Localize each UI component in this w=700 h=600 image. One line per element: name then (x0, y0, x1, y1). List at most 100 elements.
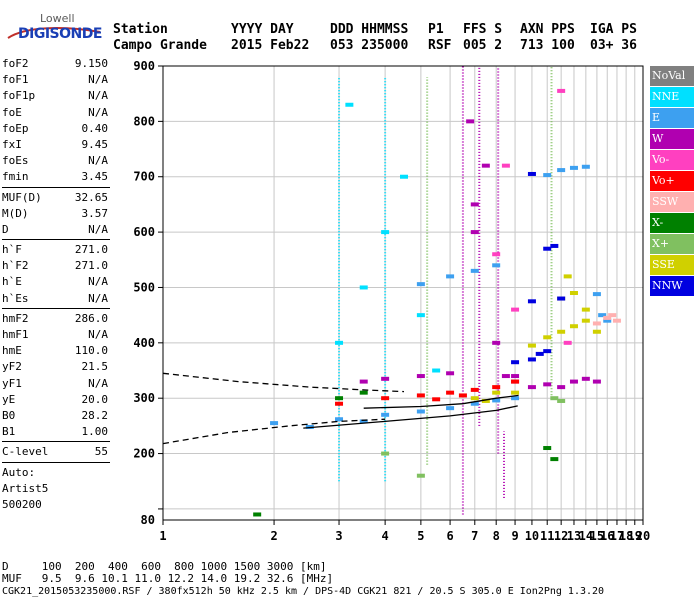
header-date-value: 2015 Feb22 (231, 38, 310, 53)
param-value: N/A (88, 154, 108, 168)
header-iga-value: 03+ 36 (590, 38, 637, 53)
param-value: 3.57 (81, 206, 109, 220)
header-station-value: Campo Grande (113, 38, 207, 53)
legend-item-vo-: Vo+ (650, 171, 694, 191)
param-name: yF1 (2, 376, 22, 390)
header-axn-label: AXN PPS (520, 22, 575, 37)
x-tick-label: 3 (335, 529, 342, 543)
echo-point (492, 385, 501, 390)
x-tick-label: 9 (511, 529, 518, 543)
legend-item-noval: NoVal (650, 66, 694, 86)
echo-point (470, 230, 479, 235)
legend-item-vo-: Vo- (650, 150, 694, 170)
param-value: N/A (88, 73, 108, 87)
y-tick-label: 900 (133, 59, 155, 73)
param-name: h`F2 (2, 259, 29, 273)
echo-point (603, 318, 612, 323)
y-axis-ticks: 200 300 400 500 600 700 800 900 80 (133, 59, 163, 527)
legend-item-ssw: SSW (650, 192, 694, 212)
echo-point (501, 163, 510, 168)
y-tick-label: 600 (133, 225, 155, 239)
echo-point (270, 421, 279, 426)
echo-point (550, 457, 559, 462)
echo-point (492, 340, 501, 345)
logo-line1: Lowell (40, 12, 75, 25)
logo-line2: DIGISONDE (18, 26, 102, 42)
echo-point (359, 390, 368, 395)
param-name: foE (2, 105, 22, 119)
echo-point (458, 393, 467, 398)
echo-point (543, 382, 552, 387)
profile-curves (162, 372, 519, 445)
param-row: foE N/A (2, 105, 110, 121)
echo-point (569, 324, 578, 329)
param-row: yE 20.0 (2, 392, 110, 408)
param-value: 20.0 (81, 392, 109, 406)
param-name: h`E (2, 275, 22, 289)
param-name: foEs (2, 154, 29, 168)
x-tick-label: 5 (417, 529, 424, 543)
param-name: foF1p (2, 89, 36, 103)
param-name: D (2, 222, 9, 236)
header-ffs-value: 005 2 (463, 38, 503, 53)
param-name: B1 (2, 425, 16, 439)
param-value: 28.2 (81, 408, 109, 422)
echo-point (569, 291, 578, 295)
divider (2, 307, 110, 309)
echo-point (592, 329, 601, 334)
echo-point (527, 299, 536, 304)
param-row: C-level 55 (2, 444, 110, 460)
param-row: foEp 0.40 (2, 121, 110, 137)
y-tick-label: 200 (133, 447, 155, 461)
vertical-streaks (338, 66, 553, 515)
header-station-label: Station (113, 22, 168, 37)
header-p1-value: RSF (428, 38, 452, 53)
param-name: yF2 (2, 360, 22, 374)
echo-point (335, 340, 344, 345)
param-row: foF2 9.150 (2, 56, 110, 72)
y-tick-label: 80 (141, 513, 155, 527)
param-name: foF1 (2, 73, 29, 87)
echo-point (527, 357, 536, 362)
param-row: B0 28.2 (2, 408, 110, 424)
echo-point (335, 417, 344, 422)
echo-point (381, 376, 390, 381)
param-name: h`F (2, 243, 22, 257)
param-name: h`Es (2, 291, 29, 305)
param-value: N/A (88, 222, 108, 236)
footer-distance-row: D 100 200 400 600 800 1000 1500 3000 [km… (2, 560, 327, 573)
param-row: foF1p N/A (2, 88, 110, 104)
x-tick-label: 8 (493, 529, 500, 543)
param-group-profile: hmF2 286.0 hmF1 N/A hmE 110.0 yF2 21.5 yF1 N/… (2, 311, 110, 441)
echo-point (470, 396, 479, 401)
y-tick-label: 500 (133, 280, 155, 294)
echo-point (345, 102, 354, 107)
param-name: hmE (2, 344, 22, 358)
param-row: hmF2 286.0 (2, 311, 110, 327)
param-row: foF1 N/A (2, 72, 110, 88)
echo-point (563, 340, 572, 345)
param-group-heights: h`F 271.0 h`F2 271.0 h`E N/A h`Es N/A (2, 242, 110, 307)
param-row: h`Es N/A (2, 291, 110, 307)
echo-point (492, 252, 501, 257)
echo-point (492, 263, 501, 268)
param-name: yE (2, 392, 16, 406)
param-name: foEp (2, 121, 29, 135)
footer-muf-row: MUF 9.5 9.6 10.1 11.0 12.2 14.0 19.2 32.… (2, 572, 334, 585)
param-name: M(D) (2, 206, 29, 220)
echo-point (543, 446, 552, 451)
echo-point (446, 390, 455, 395)
echo-point (470, 401, 479, 406)
divider (2, 461, 110, 463)
x-tick-label: 13 (567, 529, 581, 543)
x-tick-label: 20 (636, 529, 650, 543)
auto-code: 500200 (2, 497, 42, 511)
echo-point (557, 168, 566, 173)
profile-curve (162, 372, 405, 393)
echo-point (381, 396, 390, 401)
param-group-muf: MUF(D) 32.65 M(D) 3.57 D N/A (2, 190, 110, 239)
legend-item-x-: X- (650, 213, 694, 233)
echo-point (470, 387, 479, 392)
auto-label: Auto: (2, 465, 36, 479)
param-value: 0.40 (81, 121, 109, 135)
